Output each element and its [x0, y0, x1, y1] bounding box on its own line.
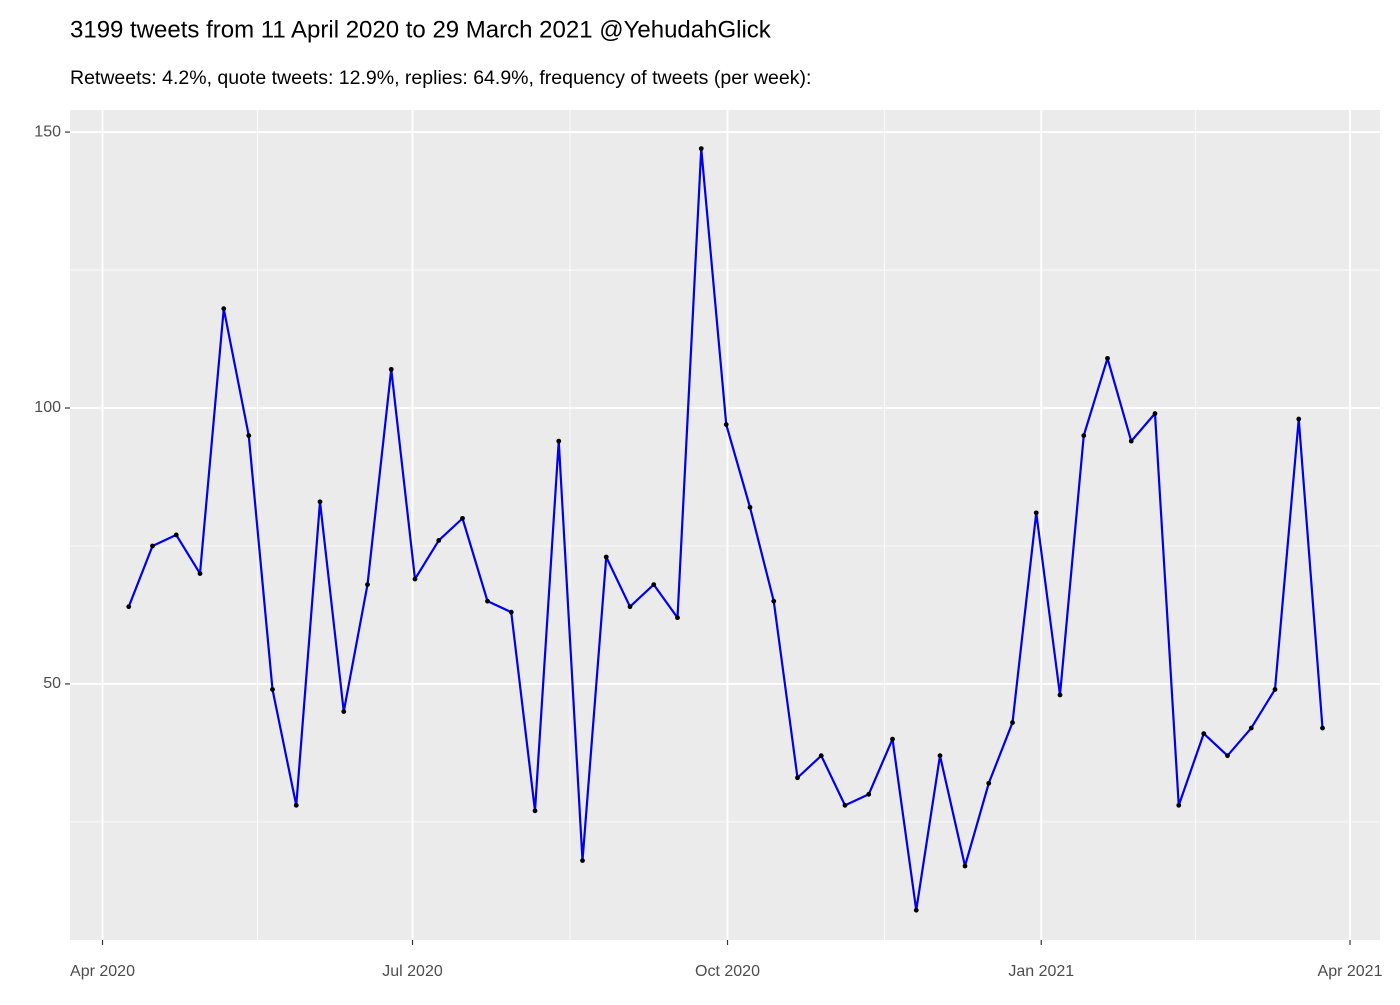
data-point — [1248, 725, 1254, 731]
data-point — [1010, 720, 1015, 725]
data-point — [698, 146, 704, 152]
data-point — [1152, 411, 1158, 416]
data-point — [221, 306, 227, 312]
data-point — [1105, 355, 1110, 361]
data-point — [436, 538, 442, 543]
data-point — [388, 366, 394, 372]
data-point — [556, 438, 562, 444]
data-point — [1128, 438, 1134, 444]
data-point — [1033, 510, 1039, 516]
data-point — [866, 791, 872, 797]
data-point — [485, 598, 490, 604]
data-point — [341, 709, 347, 714]
data-point — [126, 604, 132, 610]
data-point — [460, 515, 465, 521]
data-point — [913, 907, 919, 913]
data-point — [508, 609, 514, 615]
data-point — [986, 780, 992, 786]
marks — [126, 146, 1325, 913]
data-point — [317, 499, 323, 505]
data-point — [603, 554, 609, 560]
data-point — [532, 808, 538, 814]
data-point — [795, 775, 800, 781]
data-point — [270, 687, 275, 692]
y-tick-label: 50 — [43, 675, 61, 692]
data-point — [1081, 433, 1087, 438]
y-tick-label: 150 — [34, 123, 61, 140]
data-point — [150, 543, 155, 549]
data-point — [1225, 753, 1230, 759]
chart-title: 3199 tweets from 11 April 2020 to 29 Mar… — [70, 16, 772, 43]
data-point — [651, 582, 657, 588]
x-tick-label: Oct 2020 — [695, 963, 760, 980]
data-point — [842, 802, 848, 808]
data-point — [173, 532, 179, 538]
x-tick-label: Apr 2021 — [1318, 963, 1383, 980]
data-point — [1057, 692, 1063, 698]
data-point — [1296, 416, 1302, 422]
plot-panel — [70, 110, 1380, 940]
data-point — [962, 863, 968, 869]
data-point — [723, 422, 729, 427]
x-tick-label: Jul 2020 — [382, 963, 443, 980]
data-point — [771, 598, 777, 604]
data-point — [627, 604, 633, 610]
data-point — [1272, 687, 1278, 692]
data-point — [937, 753, 943, 759]
data-point — [1176, 802, 1182, 808]
data-point — [1201, 731, 1207, 737]
data-point — [675, 615, 680, 621]
data-point — [747, 504, 753, 510]
data-point — [1320, 725, 1325, 731]
data-point — [197, 571, 203, 576]
data-point — [580, 858, 585, 863]
x-tick-label: Apr 2020 — [70, 963, 135, 980]
chart-subtitle: Retweets: 4.2%, quote tweets: 12.9%, rep… — [70, 67, 811, 89]
data-point — [818, 753, 824, 759]
data-point — [365, 582, 370, 588]
data-point — [293, 802, 299, 808]
y-tick-label: 100 — [34, 399, 61, 416]
data-point — [412, 576, 418, 582]
x-tick-label: Jan 2021 — [1008, 963, 1074, 980]
data-point — [246, 433, 252, 438]
data-point — [890, 736, 895, 742]
axes: 50 100 150 Apr 2020 Jul 2020 Oct 2020 Jan 2021… — [34, 123, 1382, 980]
